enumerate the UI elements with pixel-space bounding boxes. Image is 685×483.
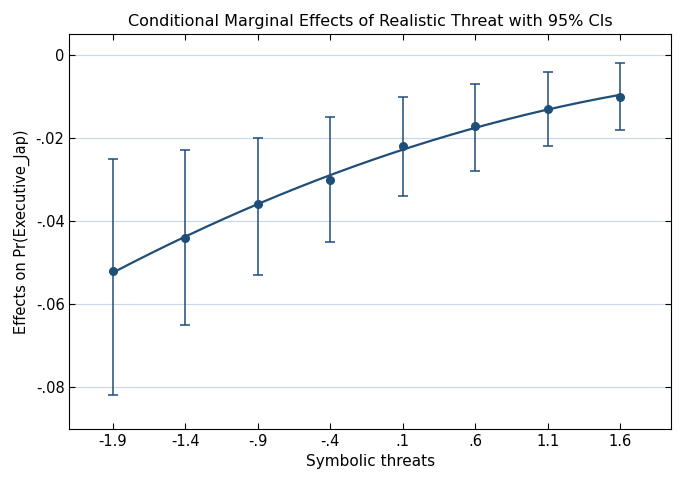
Title: Conditional Marginal Effects of Realistic Threat with 95% CIs: Conditional Marginal Effects of Realisti… [128,14,612,29]
Y-axis label: Effects on Pr(Executive_Jap): Effects on Pr(Executive_Jap) [14,129,30,334]
X-axis label: Symbolic threats: Symbolic threats [306,454,435,469]
